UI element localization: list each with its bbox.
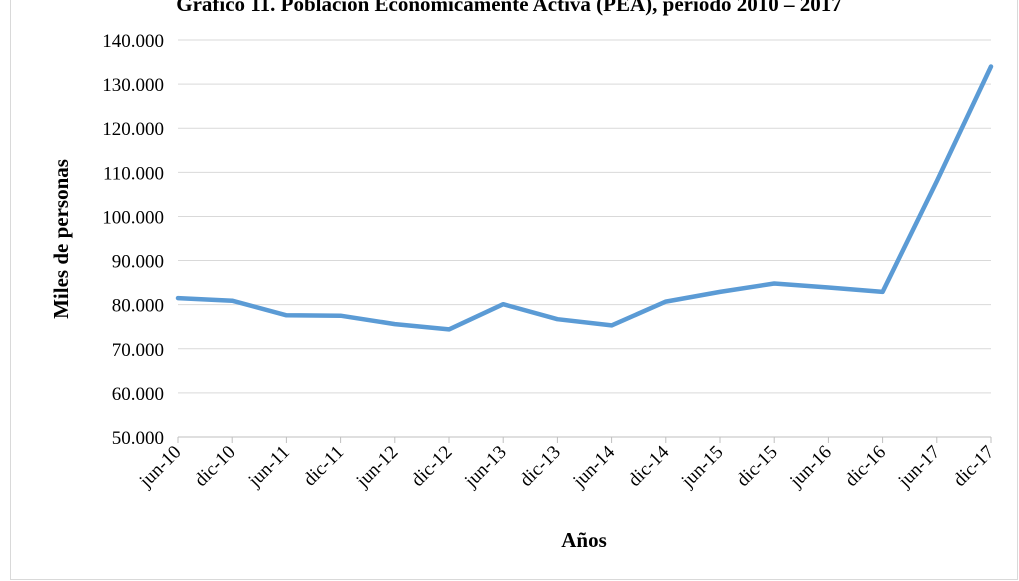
x-tick-labels: jun-10 dic-10 jun-11 dic-11 jun-12 dic-12 jun-… bbox=[135, 441, 999, 492]
x-tick-label: dic-11 bbox=[299, 442, 348, 491]
x-axis-title: Años bbox=[561, 528, 607, 552]
data-point bbox=[501, 302, 505, 306]
data-point bbox=[555, 317, 559, 321]
data-point bbox=[393, 322, 397, 326]
data-point bbox=[989, 64, 993, 68]
gridlines bbox=[178, 39, 991, 394]
x-tick-label: jun-16 bbox=[785, 442, 836, 493]
x-tick-label: dic-16 bbox=[841, 442, 890, 491]
x-tick-label: dic-12 bbox=[407, 442, 456, 491]
x-tick-label: jun-15 bbox=[677, 442, 728, 493]
data-point bbox=[772, 281, 776, 285]
x-tick-label: dic-14 bbox=[624, 441, 674, 491]
x-tick-label: dic-10 bbox=[191, 442, 240, 491]
y-tick-label: 80.000 bbox=[112, 296, 164, 317]
y-axis-title: Miles de personas bbox=[49, 159, 73, 319]
data-point bbox=[230, 299, 234, 303]
y-tick-label: 120.000 bbox=[102, 119, 164, 140]
data-point bbox=[664, 300, 668, 304]
x-tick-label: dic-13 bbox=[516, 442, 565, 491]
y-tick-label: 100.000 bbox=[102, 207, 164, 228]
x-tick-label: dic-15 bbox=[733, 442, 782, 491]
y-tick-label: 130.000 bbox=[102, 75, 164, 96]
series-group bbox=[175, 64, 994, 332]
data-point bbox=[176, 296, 180, 300]
y-tick-label: 70.000 bbox=[112, 340, 164, 361]
chart-title: Gráfico 11. Población Económicamente Act… bbox=[176, 0, 842, 16]
data-point bbox=[284, 313, 288, 317]
x-tick-label: dic-17 bbox=[949, 442, 998, 491]
data-point bbox=[339, 314, 343, 318]
x-tick-label: jun-13 bbox=[460, 442, 511, 493]
data-point bbox=[718, 290, 722, 294]
x-axis bbox=[177, 436, 992, 443]
y-tick-label: 140.000 bbox=[102, 31, 164, 52]
data-point bbox=[935, 179, 939, 183]
y-tick-label: 110.000 bbox=[103, 163, 164, 184]
y-tick-label: 60.000 bbox=[112, 384, 164, 405]
y-tick-label: 50.000 bbox=[112, 428, 164, 449]
x-tick-label: jun-10 bbox=[135, 442, 186, 493]
y-tick-label: 90.000 bbox=[112, 252, 164, 273]
x-tick-label: jun-14 bbox=[569, 441, 620, 492]
data-point bbox=[610, 323, 614, 327]
x-tick-label: jun-12 bbox=[352, 442, 403, 493]
x-tick-label: jun-11 bbox=[244, 442, 294, 492]
data-point bbox=[826, 285, 830, 289]
x-tick-label: jun-17 bbox=[894, 442, 945, 493]
y-tick-labels: 50.000 60.000 70.000 80.000 90.000 100.000 110… bbox=[102, 31, 164, 449]
data-point bbox=[881, 290, 885, 294]
data-point bbox=[447, 327, 451, 331]
series-line bbox=[175, 64, 994, 332]
